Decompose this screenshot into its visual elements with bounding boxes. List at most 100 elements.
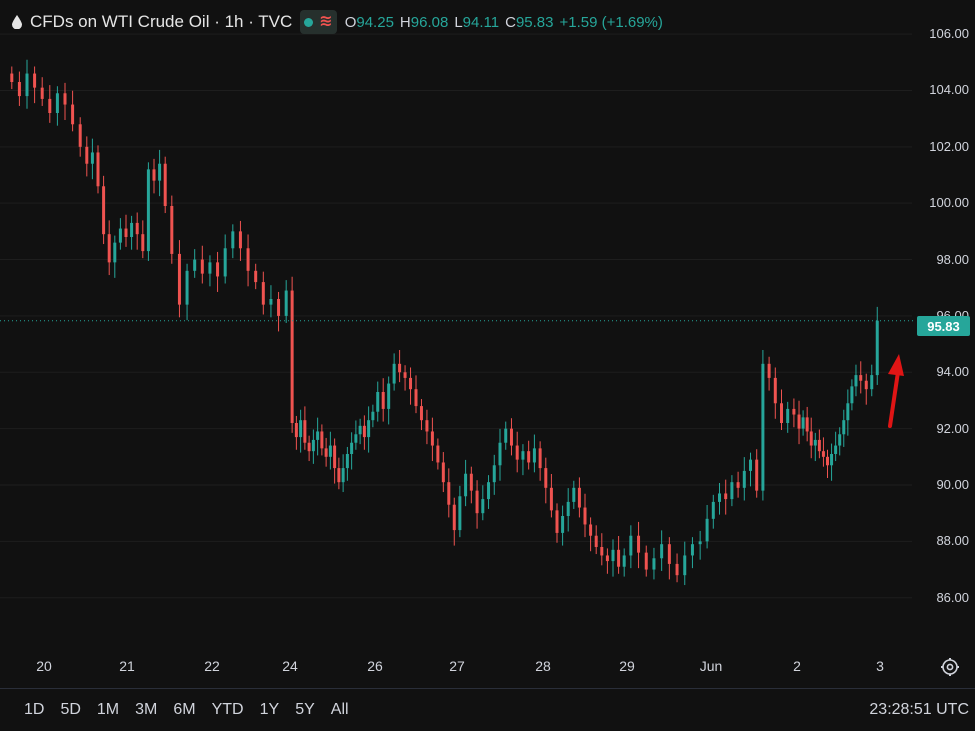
candle <box>572 480 576 509</box>
candle <box>398 350 402 383</box>
candle <box>838 427 842 456</box>
range-button-5d[interactable]: 5D <box>60 701 81 718</box>
grid-lines <box>0 33 912 599</box>
settings-icon[interactable] <box>940 657 960 677</box>
candlestick-chart[interactable] <box>0 0 975 688</box>
candle <box>761 350 765 501</box>
candle <box>376 381 380 422</box>
candle <box>17 71 21 106</box>
candle <box>521 444 525 476</box>
candle <box>452 497 456 546</box>
candle <box>152 158 156 194</box>
candle <box>337 457 341 490</box>
ohlc-readout: O94.25 H96.08 L94.11 C95.83 +1.59 (+1.69… <box>345 14 663 31</box>
candle <box>797 400 801 445</box>
candle <box>387 376 391 425</box>
up-arrow-annotation <box>888 354 904 428</box>
candles <box>10 59 879 586</box>
candle <box>846 389 850 436</box>
candle <box>492 454 496 495</box>
candle <box>345 446 349 481</box>
candle <box>414 375 418 414</box>
candle <box>749 452 752 487</box>
indicator-dot-icon <box>304 17 314 27</box>
utc-clock[interactable]: 23:28:51 UTC <box>869 701 969 718</box>
y-tick-label: 90.00 <box>936 477 969 492</box>
candle <box>475 480 479 529</box>
range-button-1m[interactable]: 1M <box>96 701 120 718</box>
candle <box>246 234 250 287</box>
candle <box>170 195 174 264</box>
candle <box>118 218 122 250</box>
candle <box>850 379 854 411</box>
candle <box>600 533 604 566</box>
candle <box>622 548 626 577</box>
chart-header: CFDs on WTI Crude Oil · 1h · TVC ≋ O94.2… <box>12 9 663 35</box>
candle <box>78 117 82 157</box>
candle <box>755 449 759 498</box>
candle <box>350 432 354 470</box>
range-button-ytd[interactable]: YTD <box>211 701 244 718</box>
candle <box>447 468 451 518</box>
y-tick-label: 86.00 <box>936 589 969 605</box>
candle <box>538 441 542 481</box>
x-tick-label: 2 <box>793 658 801 674</box>
x-tick-label: 28 <box>535 658 551 674</box>
range-button-6m[interactable]: 6M <box>173 701 196 718</box>
range-button-1d[interactable]: 1D <box>24 701 45 718</box>
candle <box>504 421 508 450</box>
candle <box>290 276 294 433</box>
y-tick-label: 100.00 <box>929 195 969 211</box>
indicator-pill[interactable]: ≋ <box>300 10 337 34</box>
candle <box>629 525 633 569</box>
x-tick-label: 22 <box>204 658 220 674</box>
candle <box>130 215 134 250</box>
candle <box>146 162 150 261</box>
candle <box>859 361 863 394</box>
candle <box>430 417 434 462</box>
candle <box>711 494 715 529</box>
candle <box>605 548 609 574</box>
candle <box>367 406 371 453</box>
candle <box>200 245 204 284</box>
wave-icon: ≋ <box>319 13 333 30</box>
candle <box>85 136 89 177</box>
candle <box>817 429 821 459</box>
candle <box>561 505 565 546</box>
candle <box>830 443 834 481</box>
candle <box>652 547 656 580</box>
candle <box>566 488 570 532</box>
x-tick-label: 3 <box>876 658 884 674</box>
candle <box>792 398 796 428</box>
y-tick-label: 104.00 <box>929 82 969 98</box>
candle <box>544 457 548 504</box>
candle <box>683 541 687 586</box>
candle <box>277 291 281 332</box>
candle <box>842 409 846 447</box>
candle <box>223 234 227 284</box>
candle <box>637 521 641 569</box>
candle <box>231 224 235 259</box>
range-button-all[interactable]: All <box>330 701 349 718</box>
range-button-1y[interactable]: 1Y <box>259 701 280 718</box>
candle <box>698 530 702 560</box>
range-button-3m[interactable]: 3M <box>135 701 158 718</box>
change-value: +1.59 (+1.69%) <box>559 13 663 31</box>
y-tick-label: 102.00 <box>929 138 969 154</box>
symbol-title[interactable]: CFDs on WTI Crude Oil · 1h · TVC <box>30 12 293 31</box>
candle <box>409 367 413 405</box>
candle <box>25 59 29 109</box>
candle <box>307 435 311 462</box>
candle <box>208 255 212 287</box>
range-button-5y[interactable]: 5Y <box>295 701 315 718</box>
candle <box>354 420 358 450</box>
bottom-toolbar: 1D 5D 1M 3M 6M YTD 1Y 5Y All 23:28:51 UTC <box>0 688 975 731</box>
candle <box>690 537 694 569</box>
candle <box>498 428 502 481</box>
candle <box>780 389 783 431</box>
candle <box>333 438 337 484</box>
x-tick-label: 27 <box>449 658 465 674</box>
candle <box>854 364 858 397</box>
x-tick-label: 21 <box>119 658 135 674</box>
candle <box>875 306 879 385</box>
